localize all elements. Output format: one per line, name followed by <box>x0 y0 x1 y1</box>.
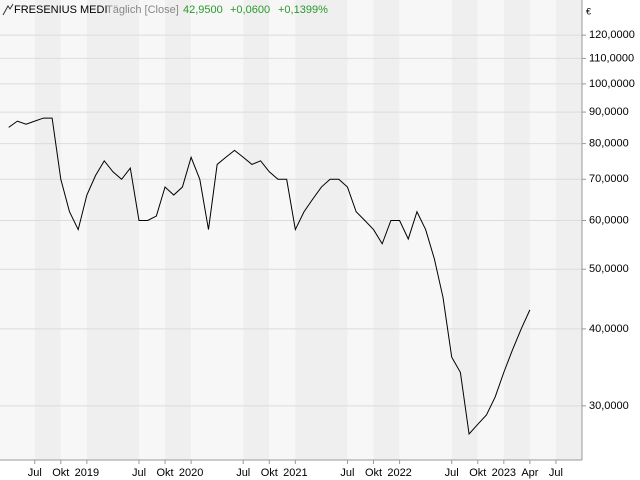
x-tick-label: 2023 <box>492 467 516 479</box>
change-pct: +0,1399% <box>278 4 328 16</box>
band <box>295 0 348 460</box>
y-tick-label: 90,0000 <box>589 106 629 118</box>
x-tick-label: Okt <box>52 467 69 479</box>
y-tick-label: 40,0000 <box>589 323 629 335</box>
band <box>269 0 296 460</box>
x-tick-label: Jul <box>132 467 146 479</box>
y-tick-label: 110,0000 <box>589 52 634 64</box>
y-tick-label: 30,0000 <box>589 400 629 412</box>
band <box>243 0 270 460</box>
plot <box>8 117 531 436</box>
price-line <box>8 117 531 436</box>
x-tick-label: Okt <box>365 467 382 479</box>
band <box>60 0 87 460</box>
band <box>555 0 582 460</box>
chart-subtitle: Täglich [Close] <box>106 4 179 16</box>
x-tick-label: Jul <box>549 467 563 479</box>
y-tick-label: 120,0000 <box>589 29 635 41</box>
x-tick-label: Jul <box>445 467 459 479</box>
band <box>138 0 166 460</box>
band <box>373 0 400 460</box>
y-tick-label: 70,0000 <box>589 173 629 185</box>
band <box>503 0 530 460</box>
band <box>86 0 139 460</box>
chart-title: FRESENIUS MEDI <box>14 4 108 16</box>
x-tick-label: Jul <box>340 467 354 479</box>
x-tick-label: Jul <box>28 467 42 479</box>
y-tick-label: 100,0000 <box>589 78 635 90</box>
y-tick-label: 80,0000 <box>589 137 629 149</box>
change: +0,0600 <box>230 4 270 16</box>
x-tick-label: Jul <box>236 467 250 479</box>
axes: Jul Okt 2019 Jul Okt 2020 Jul Okt 2021 Jul Okt 2022… <box>28 29 635 479</box>
x-tick-label: Okt <box>156 467 173 479</box>
band <box>477 0 504 460</box>
x-tick-label: Okt <box>469 467 486 479</box>
y-unit: € <box>586 6 591 16</box>
x-tick-label: Okt <box>261 467 278 479</box>
icon <box>2 3 14 16</box>
band <box>451 0 478 460</box>
y-tick-label: 50,0000 <box>589 263 629 275</box>
band <box>165 0 192 460</box>
band <box>347 0 374 460</box>
grid <box>0 34 582 407</box>
bands <box>0 0 582 460</box>
band <box>191 0 244 460</box>
x-tick-label: 2022 <box>387 467 411 479</box>
x-tick-label: 2021 <box>283 467 307 479</box>
y-tick-label: 60,0000 <box>589 214 629 226</box>
band <box>529 0 556 460</box>
last-price: 42,9500 <box>183 4 223 16</box>
x-tick-label: 2019 <box>75 467 99 479</box>
band <box>34 0 61 460</box>
x-tick-label: 2020 <box>179 467 203 479</box>
band <box>0 0 35 460</box>
x-tick-label: Apr <box>521 467 538 479</box>
